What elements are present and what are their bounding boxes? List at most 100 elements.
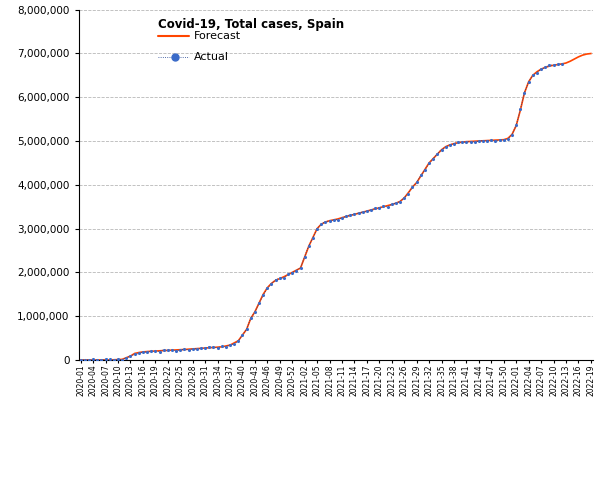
Point: [217, 343, 226, 350]
Text: Covid-19, Total cases, Spain: Covid-19, Total cases, Spain: [159, 18, 344, 31]
Point: [507, 131, 517, 138]
Point: [88, 355, 98, 363]
Point: [337, 215, 347, 222]
Point: [155, 348, 165, 355]
Point: [350, 211, 359, 218]
Point: [453, 138, 463, 146]
Point: [557, 60, 567, 68]
Point: [175, 346, 185, 354]
Point: [424, 159, 434, 167]
Point: [184, 346, 194, 354]
Point: [109, 356, 119, 364]
Text: Forecast: Forecast: [194, 31, 241, 41]
Point: [196, 345, 206, 352]
Point: [433, 150, 442, 157]
Point: [366, 206, 376, 214]
Point: [192, 345, 201, 353]
Point: [524, 78, 534, 85]
Point: [329, 216, 339, 224]
Point: [113, 355, 123, 363]
Point: [250, 308, 260, 316]
Point: [383, 203, 393, 211]
Point: [341, 212, 351, 220]
Point: [553, 60, 563, 68]
Point: [449, 140, 459, 147]
Point: [151, 348, 160, 355]
Point: [287, 269, 297, 276]
Point: [333, 216, 342, 223]
Point: [486, 137, 496, 144]
Text: Actual: Actual: [194, 52, 229, 62]
Point: [345, 211, 355, 218]
Point: [122, 354, 131, 362]
Point: [101, 355, 111, 363]
Point: [491, 137, 500, 144]
Point: [478, 137, 488, 144]
Point: [395, 198, 405, 205]
Point: [470, 138, 480, 146]
Point: [515, 106, 525, 113]
Point: [238, 331, 247, 339]
Point: [142, 348, 152, 356]
Point: [263, 284, 272, 292]
Point: [379, 202, 388, 210]
Point: [279, 274, 289, 282]
Point: [93, 356, 102, 364]
Point: [308, 234, 318, 241]
Point: [408, 183, 417, 191]
Point: [462, 138, 471, 145]
Point: [225, 341, 235, 349]
Point: [130, 350, 140, 358]
Point: [296, 264, 306, 272]
Point: [399, 194, 409, 202]
Point: [134, 349, 143, 357]
Point: [200, 345, 210, 352]
Point: [138, 348, 148, 356]
Point: [412, 179, 422, 186]
Point: [159, 346, 169, 354]
Point: [304, 242, 313, 250]
Point: [416, 171, 426, 179]
Point: [258, 291, 268, 299]
Point: [544, 61, 554, 69]
Point: [549, 61, 558, 69]
Point: [146, 347, 156, 355]
Point: [374, 204, 384, 212]
Point: [387, 200, 397, 208]
Point: [180, 346, 189, 353]
Point: [271, 276, 281, 284]
Point: [242, 325, 252, 333]
Point: [540, 63, 550, 71]
Point: [163, 347, 172, 354]
Point: [503, 135, 512, 143]
Point: [445, 141, 455, 148]
Point: [267, 280, 276, 288]
Point: [246, 314, 255, 322]
Point: [283, 271, 293, 278]
Point: [321, 217, 330, 225]
Point: [474, 137, 483, 144]
Point: [362, 207, 371, 215]
Point: [520, 89, 529, 96]
Point: [117, 356, 127, 363]
Point: [221, 343, 231, 350]
Point: [254, 300, 264, 307]
Point: [316, 220, 326, 228]
Point: [84, 356, 94, 363]
Point: [457, 139, 467, 146]
Point: [76, 356, 85, 363]
Point: [528, 72, 538, 79]
Point: [105, 356, 114, 363]
Point: [209, 344, 218, 351]
Point: [354, 209, 364, 216]
Point: [420, 166, 430, 174]
Point: [275, 275, 284, 282]
Point: [213, 344, 223, 351]
Point: [300, 252, 310, 260]
Point: [80, 356, 90, 364]
Point: [204, 343, 214, 350]
Point: [167, 346, 177, 354]
Point: [370, 204, 380, 212]
Point: [404, 190, 413, 198]
Point: [234, 337, 243, 345]
